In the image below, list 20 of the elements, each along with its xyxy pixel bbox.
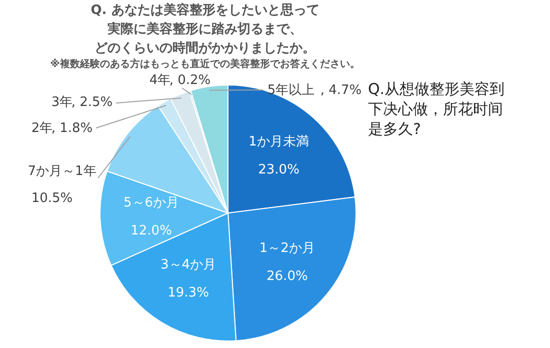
slice-label: 3～4か月: [160, 258, 216, 273]
data-label: 19.3%: [168, 286, 209, 301]
slice-label: 2年: [31, 121, 53, 136]
slice-label: 4年: [149, 73, 171, 88]
data-label: , 0.2%: [169, 73, 211, 88]
data-label: 10.5%: [31, 191, 73, 206]
data-label: 12.0%: [130, 223, 172, 238]
slice-label: 3年: [51, 95, 73, 110]
data-label: 23.0%: [258, 162, 300, 178]
chart-subtitle: ※複数経験のある方はもっとも直近での美容整形でお答えください。: [50, 58, 360, 70]
chart-title: Q. あなたは美容整形をしたいと思って実際に美容整形に踏み切るまで、どのくらいの時間がかかりましたか。: [90, 2, 320, 56]
text: Q.从想做整形美容到下决心做，所花时间是多久?: [368, 80, 505, 138]
data-label: , 2.5%: [71, 95, 113, 110]
data-label: , 1.8%: [51, 121, 93, 136]
slice-label: 1～2か月: [259, 240, 315, 256]
slice-label: 7か月～1年: [28, 164, 96, 179]
slice-label: 5～6か月: [124, 195, 180, 210]
data-label: 26.0%: [266, 268, 308, 284]
slice-label: 1か月未満: [248, 134, 309, 150]
data-label: , 4.7%: [320, 83, 362, 98]
